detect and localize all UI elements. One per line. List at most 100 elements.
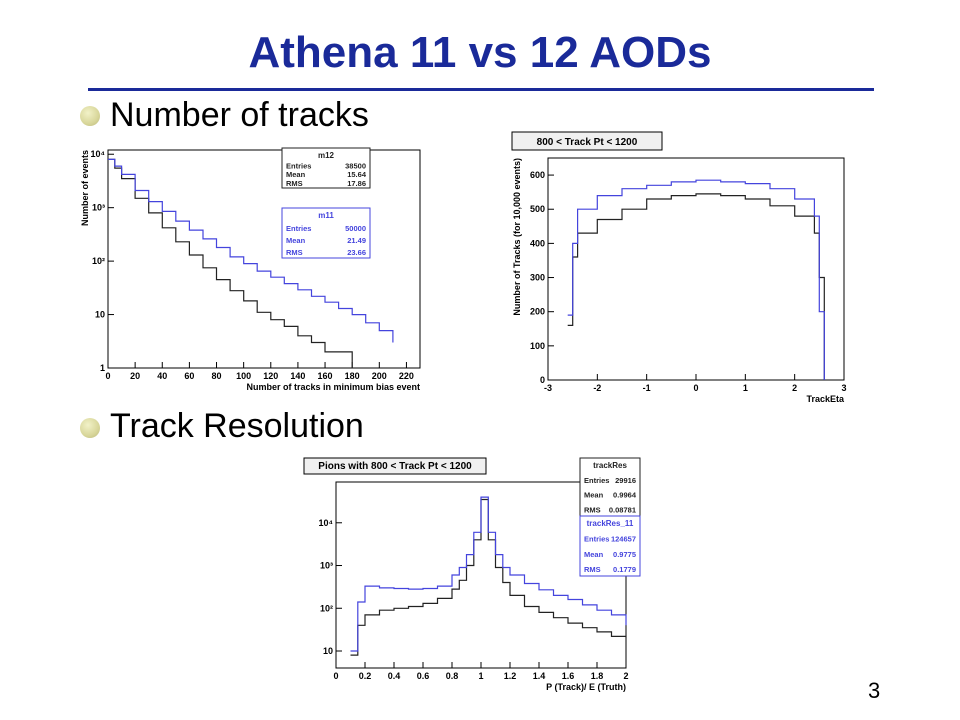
y-tick-label: 10⁴	[91, 149, 105, 159]
x-tick-label: 0	[105, 371, 110, 381]
x-tick-label: 2	[623, 671, 628, 681]
plot-title: Pions with 800 < Track Pt < 1200	[318, 461, 472, 472]
bullet-dot-1	[80, 106, 100, 126]
stats-value: 17.86	[347, 179, 366, 188]
y-tick-label: 200	[530, 307, 545, 317]
x-tick-label: 160	[318, 371, 333, 381]
x-tick-label: 0	[693, 383, 698, 393]
y-tick-label: 400	[530, 238, 545, 248]
x-tick-label: 80	[212, 371, 222, 381]
series-line-m11	[108, 158, 394, 343]
series-line-trackRes_11	[350, 496, 627, 652]
stats-key: Mean	[286, 236, 306, 245]
y-tick-label: 10	[323, 646, 333, 656]
stats-value: 23.66	[347, 248, 366, 257]
x-axis-label: TrackEta	[806, 394, 845, 402]
x-tick-label: 1.8	[591, 671, 604, 681]
x-tick-label: 0	[333, 671, 338, 681]
bullet-track-resolution: Track Resolution	[110, 407, 364, 445]
stats-value: 15.64	[347, 170, 367, 179]
stats-key: RMS	[286, 248, 303, 257]
page-number: 3	[868, 678, 881, 703]
stats-key: Entries	[286, 224, 311, 233]
x-tick-label: -1	[643, 383, 651, 393]
stats-value: 0.9964	[613, 491, 637, 500]
x-tick-label: 1.2	[504, 671, 517, 681]
y-tick-label: 0	[540, 375, 545, 385]
y-axis-label: Number of events	[80, 150, 90, 226]
plot-title-box	[511, 131, 663, 151]
plot-title-box	[303, 457, 487, 475]
series-line-black	[567, 193, 825, 380]
x-tick-label: 100	[236, 371, 251, 381]
track-resolution-plot: 0 0.2 0.4 0.6 0.8 1 1.2 1.4 1.6 1.8 2 10 10² 10³ 10⁴ Pi…	[300, 456, 645, 702]
stats-key: Mean	[584, 550, 604, 559]
x-tick-label: 3	[841, 383, 846, 393]
tracks-count-plot: 0 20 40 60 80 100 120 140 160 180 200 220 1 10 10² 10³ 1…	[78, 142, 430, 394]
y-tick-label: 600	[530, 170, 545, 180]
stats-key: Entries	[584, 476, 609, 485]
y-tick-label: 10²	[320, 603, 333, 613]
y-tick-label: 10	[95, 310, 105, 320]
y-tick-label: 10³	[92, 203, 105, 213]
y-tick-label: 10³	[320, 561, 333, 571]
x-tick-label: 220	[399, 371, 414, 381]
series-line-m12	[108, 158, 353, 368]
stats-box-title: trackRes_11	[587, 519, 634, 528]
series-line-blue	[567, 179, 825, 380]
x-tick-label: 1.4	[533, 671, 546, 681]
stats-value: 38500	[345, 162, 366, 171]
y-tick-label: 10⁴	[319, 518, 333, 528]
bullet-number-of-tracks: Number of tracks	[110, 96, 369, 134]
stats-box-trackRes_11	[579, 515, 641, 577]
stats-box-title: m11	[318, 211, 334, 220]
stats-key: Mean	[584, 491, 604, 500]
x-tick-label: 0.8	[446, 671, 459, 681]
y-tick-label: 100	[530, 341, 545, 351]
y-tick-label: 500	[530, 204, 545, 214]
x-tick-label: 1.6	[562, 671, 575, 681]
stats-value: 124657	[611, 535, 636, 544]
stats-key: Entries	[286, 162, 311, 171]
stats-box-m11	[281, 207, 371, 259]
x-axis-label: P (Track)/ E (Truth)	[546, 682, 626, 692]
y-tick-label: 10²	[92, 256, 105, 266]
x-tick-label: 120	[263, 371, 278, 381]
x-tick-label: 0.6	[417, 671, 430, 681]
plot-frame	[547, 157, 845, 381]
stats-value: 0.9775	[613, 550, 636, 559]
x-tick-label: -2	[593, 383, 601, 393]
title-underline	[88, 88, 874, 91]
x-tick-label: 200	[372, 371, 387, 381]
plot-frame	[107, 149, 421, 369]
stats-value: 0.08781	[609, 505, 636, 514]
stats-box-m12	[281, 147, 371, 189]
bullet-dot-2	[80, 418, 100, 438]
x-tick-label: 0.2	[359, 671, 372, 681]
x-tick-label: 2	[792, 383, 797, 393]
x-tick-label: -3	[544, 383, 552, 393]
stats-box-title: trackRes	[593, 461, 627, 470]
x-tick-label: 1	[743, 383, 748, 393]
x-tick-label: 20	[130, 371, 140, 381]
x-axis-label: Number of tracks in minimum bias event	[246, 382, 420, 392]
stats-box-title: m12	[318, 151, 335, 160]
y-axis-label: Number of Tracks (for 10,000 events)	[512, 158, 522, 316]
x-tick-label: 0.4	[388, 671, 401, 681]
x-tick-label: 140	[290, 371, 305, 381]
stats-key: RMS	[584, 565, 601, 574]
stats-key: Mean	[286, 170, 306, 179]
x-tick-label: 40	[157, 371, 167, 381]
stats-value: 50000	[345, 224, 366, 233]
x-tick-label: 180	[345, 371, 360, 381]
x-tick-label: 1	[478, 671, 483, 681]
y-tick-label: 300	[530, 273, 545, 283]
stats-key: RMS	[286, 179, 303, 188]
track-eta-plot: -3 -2 -1 0 1 2 3 0 100 200 300 400 500 600 800 < Track…	[508, 130, 880, 402]
slide-title: Athena 11 vs 12 AODs	[248, 28, 712, 77]
y-tick-label: 1	[100, 363, 105, 373]
stats-key: Entries	[584, 535, 609, 544]
stats-key: RMS	[584, 505, 601, 514]
stats-value: 0.1779	[613, 565, 636, 574]
x-tick-label: 60	[184, 371, 194, 381]
